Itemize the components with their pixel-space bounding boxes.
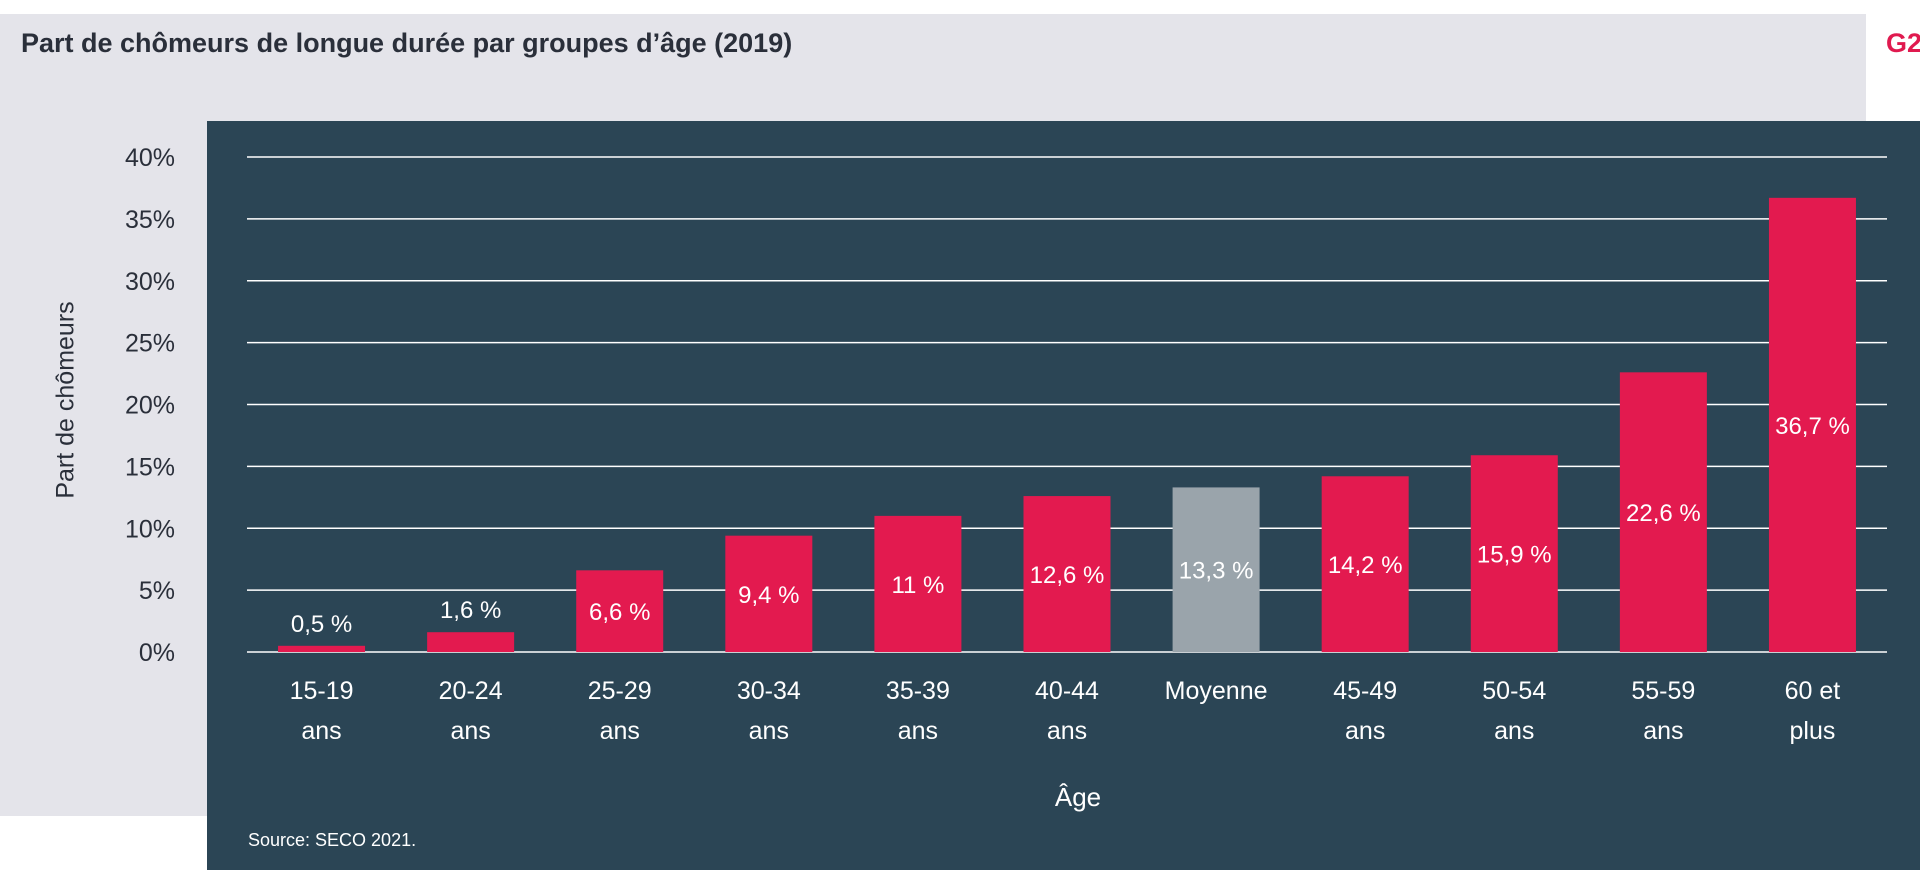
bar [725, 535, 813, 652]
x-tick-label: ans [1345, 717, 1385, 745]
x-tick-label: ans [898, 717, 938, 745]
x-tick-label: 60 et [1785, 677, 1841, 705]
data-label: 22,6 % [1626, 500, 1701, 527]
x-tick-label: ans [1047, 717, 1087, 745]
bar [1619, 372, 1707, 652]
data-label: 36,7 % [1775, 413, 1850, 440]
x-axis-label: Âge [1054, 782, 1102, 812]
data-label: 1,6 % [440, 597, 501, 624]
bar [427, 632, 515, 652]
data-label: 12,6 % [1030, 562, 1105, 589]
bar [874, 515, 962, 652]
data-label: 15,9 % [1477, 542, 1552, 569]
bar [1768, 197, 1856, 652]
bar [1023, 496, 1111, 652]
data-label: 14,2 % [1328, 552, 1403, 579]
bar [576, 570, 664, 652]
figure-badge: G2 [1886, 28, 1920, 58]
x-tick-label: 50-54 [1482, 677, 1546, 705]
bar [1321, 476, 1409, 652]
x-tick-label: 20-24 [439, 677, 503, 705]
x-tick-label: 40-44 [1035, 677, 1099, 705]
y-tick-label: 15% [125, 453, 175, 481]
bar [1470, 455, 1558, 652]
y-tick-label: 35% [125, 206, 175, 234]
data-label: 9,4 % [738, 582, 799, 609]
x-tick-label: 25-29 [588, 677, 652, 705]
x-tick-label: 45-49 [1333, 677, 1397, 705]
chart-title: Part de chômeurs de longue durée par gro… [21, 28, 793, 58]
x-tick-label: plus [1790, 717, 1836, 745]
data-label: 6,6 % [589, 599, 650, 626]
x-tick-label: 55-59 [1631, 677, 1695, 705]
x-tick-label: ans [301, 717, 341, 745]
y-tick-label: 25% [125, 330, 175, 358]
y-tick-label: 30% [125, 268, 175, 296]
y-tick-label: 40% [125, 144, 175, 172]
data-label: 13,3 % [1179, 558, 1254, 585]
bar [278, 645, 366, 652]
y-tick-label: 0% [139, 639, 175, 667]
source-note: Source: SECO 2021. [248, 830, 417, 850]
x-tick-label: Moyenne [1165, 677, 1268, 705]
data-label: 11 % [891, 572, 944, 599]
x-tick-label: 15-19 [290, 677, 354, 705]
x-tick-label: ans [600, 717, 640, 745]
x-tick-label: 30-34 [737, 677, 801, 705]
x-tick-label: ans [749, 717, 789, 745]
y-tick-label: 5% [139, 577, 175, 605]
x-tick-label: 35-39 [886, 677, 950, 705]
y-tick-label: 20% [125, 392, 175, 420]
y-tick-label: 10% [125, 515, 175, 543]
x-tick-label: ans [1643, 717, 1683, 745]
x-tick-label: ans [450, 717, 490, 745]
data-label: 0,5 % [291, 611, 352, 638]
average-bar [1172, 487, 1260, 652]
x-tick-label: ans [1494, 717, 1534, 745]
y-axis-label: Part de chômeurs [51, 301, 80, 499]
